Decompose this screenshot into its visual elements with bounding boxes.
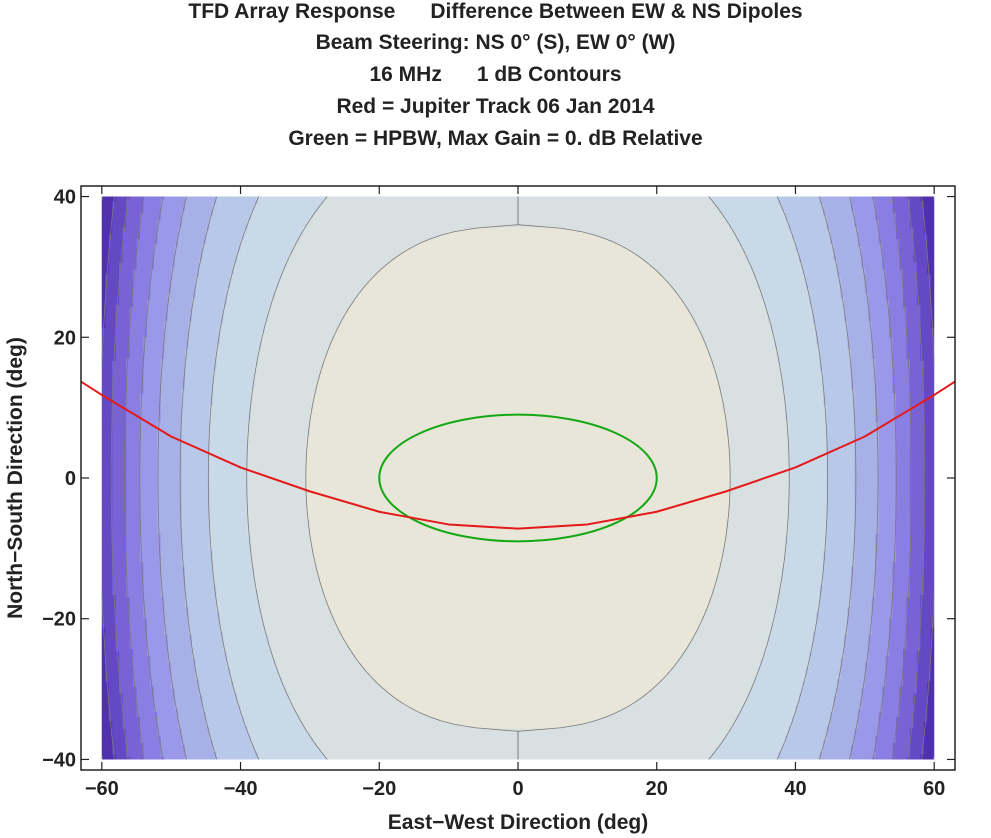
- y-tick-label: −20: [42, 609, 76, 631]
- x-tick-label: −20: [362, 778, 396, 800]
- title-line-4: Red = Jupiter Track 06 Jan 2014: [336, 95, 655, 118]
- x-tick-label: −40: [224, 778, 258, 800]
- contour-line-4db-east: [818, 196, 857, 760]
- contour-line-6db-west: [139, 196, 164, 760]
- axis-ticks: −60 −40 −20 0 20 40 60 −40 −20 0 20 40: [42, 186, 955, 800]
- title-line-2: Beam Steering: NS 0° (S), EW 0° (W): [315, 31, 676, 54]
- title-line-1: TFD Array Response Difference Between EW…: [188, 0, 803, 23]
- contour-line-3db-east: [776, 196, 829, 760]
- contour-line-8db-west: [110, 196, 129, 760]
- contour-fill-layer: [101, 196, 935, 760]
- x-tick-label: 40: [784, 778, 806, 800]
- contour-line-8db-east: [907, 196, 926, 760]
- jupiter-track: [81, 380, 955, 530]
- title-line-5: Green = HPBW, Max Gain = 0. dB Relative: [288, 127, 703, 150]
- contour-line-9db-east: [921, 196, 935, 760]
- contour-line-7db-east: [891, 196, 912, 760]
- contour-line-2db-west: [246, 196, 328, 760]
- contour-line-3db-west: [207, 196, 260, 760]
- y-tick-label: 40: [54, 187, 76, 209]
- x-tick-label: 60: [923, 778, 945, 800]
- jupiter-track-layer: [81, 380, 955, 530]
- contour-line-4db-west: [179, 196, 218, 760]
- contour-band-4db: [101, 196, 935, 760]
- x-tick-label: −60: [85, 778, 119, 800]
- y-axis-label: North−South Direction (deg): [4, 337, 27, 619]
- x-tick-label: 0: [512, 778, 523, 800]
- contour-lines: [101, 196, 935, 760]
- contour-line-7db-west: [124, 196, 145, 760]
- hpbw-contour: [378, 413, 658, 543]
- contour-line-1db-east: [517, 196, 731, 760]
- title-line-3: 16 MHz 1 dB Contours: [369, 63, 622, 86]
- contour-line-9db-west: [101, 196, 115, 760]
- overlay-lines-layer: [81, 196, 955, 760]
- x-axis-label: East−West Direction (deg): [388, 811, 648, 834]
- contour-line-6db-east: [872, 196, 897, 760]
- x-tick-label: 20: [646, 778, 668, 800]
- y-tick-label: 20: [54, 327, 76, 349]
- contour-line-5db-east: [849, 196, 879, 760]
- contour-band-1db: [101, 196, 935, 760]
- contour-line-2db-east: [708, 196, 790, 760]
- contour-line-1db-west: [305, 196, 519, 760]
- contour-line-5db-west: [157, 196, 187, 760]
- y-tick-label: 0: [65, 468, 76, 490]
- y-tick-label: −40: [42, 749, 76, 771]
